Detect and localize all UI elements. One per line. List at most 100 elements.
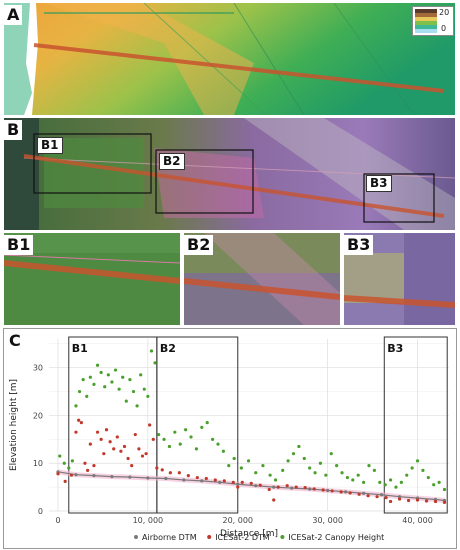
point-2 — [232, 456, 236, 461]
point-2 — [113, 368, 118, 372]
point-1 — [151, 437, 155, 441]
region-label-b1: B1 — [72, 342, 88, 355]
point-2 — [313, 471, 317, 475]
point-1 — [119, 449, 123, 453]
satellite-image — [4, 118, 455, 230]
point-1 — [236, 485, 240, 489]
point-2 — [110, 380, 114, 384]
point-2 — [162, 437, 166, 441]
point-2 — [184, 428, 188, 432]
point-2 — [351, 478, 355, 482]
legend-marker-1 — [207, 535, 212, 539]
point-1 — [108, 440, 112, 444]
point-0 — [74, 473, 78, 477]
panel-b1-zoom: B1 — [4, 233, 180, 325]
legend-label-2: ICESat-2 Canopy Height — [288, 533, 384, 542]
region-label-b2: B2 — [160, 342, 176, 355]
point-1 — [95, 430, 100, 434]
point-1 — [433, 499, 438, 504]
point-1 — [231, 480, 235, 484]
panel-b3-label: B3 — [344, 235, 374, 255]
point-1 — [258, 483, 262, 487]
point-2 — [88, 375, 92, 379]
point-2 — [291, 452, 296, 456]
point-2 — [372, 468, 376, 472]
x-tick-label: 30, 000 — [312, 516, 343, 525]
region-box-b3 — [363, 173, 435, 223]
point-2 — [142, 387, 146, 391]
point-2 — [286, 459, 290, 463]
point-1 — [102, 452, 106, 456]
panel-b1-label: B1 — [4, 235, 34, 255]
panel-c-label: C — [6, 331, 24, 351]
point-2 — [189, 435, 193, 439]
y-tick-label: 0 — [38, 507, 43, 516]
point-1 — [115, 435, 119, 439]
point-2 — [205, 421, 209, 425]
point-1 — [86, 468, 90, 472]
point-2 — [62, 461, 66, 465]
point-2 — [362, 480, 366, 484]
point-2 — [210, 437, 215, 441]
point-1 — [406, 498, 411, 503]
point-1 — [397, 497, 402, 501]
point-1 — [415, 498, 420, 502]
region-box-b1 — [68, 336, 158, 514]
elevation-chart: B1 B2 B3 0 10 20 30 0 10, 000 20, 000 30, 000 40, … — [9, 336, 449, 542]
point-2 — [388, 478, 393, 482]
point-2 — [117, 387, 121, 391]
point-2 — [131, 389, 136, 394]
point-1 — [148, 423, 152, 427]
point-0 — [308, 487, 312, 491]
point-0 — [272, 485, 276, 489]
point-2 — [394, 485, 398, 489]
panel-b: B B1 B2 B3 — [4, 118, 455, 230]
icesat-track-b — [23, 154, 445, 218]
point-1 — [133, 432, 137, 437]
point-0 — [254, 484, 258, 488]
panel-c: C B1 B2 B3 0 10 20 30 0 10, 000 20, 000 30, 000 40… — [3, 328, 457, 549]
panel-b2-zoom: B2 — [184, 233, 340, 325]
point-0 — [344, 490, 348, 494]
x-tick-label: 10, 000 — [133, 516, 164, 525]
legend-marker-2 — [280, 535, 285, 539]
point-1 — [56, 472, 60, 476]
point-2 — [135, 404, 139, 408]
point-1 — [366, 494, 370, 498]
point-0 — [110, 475, 114, 479]
point-2 — [356, 473, 360, 477]
point-2 — [281, 468, 285, 472]
point-1 — [140, 454, 145, 458]
box-label-b2: B2 — [159, 153, 185, 170]
point-2 — [216, 442, 220, 446]
point-0 — [290, 486, 294, 490]
point-1 — [126, 456, 130, 461]
legend-max: 20 — [439, 8, 450, 17]
point-0 — [397, 495, 402, 499]
point-1 — [339, 490, 343, 494]
x-tick-label: 0 — [55, 516, 60, 525]
point-2 — [178, 442, 182, 446]
point-2 — [437, 480, 441, 484]
panel-b3-zoom: B3 — [344, 233, 455, 325]
point-1 — [348, 491, 352, 495]
panel-a-label: A — [4, 5, 23, 25]
point-1 — [92, 464, 96, 468]
point-1 — [213, 478, 217, 482]
point-2 — [367, 464, 371, 468]
point-2 — [273, 478, 278, 482]
point-0 — [146, 476, 150, 480]
point-2 — [139, 373, 143, 377]
point-1 — [303, 485, 307, 490]
legend-min: 0 — [441, 24, 447, 33]
point-2 — [378, 480, 382, 484]
point-2 — [81, 378, 85, 382]
point-1 — [294, 485, 298, 489]
point-2 — [302, 456, 306, 461]
point-1 — [424, 499, 429, 503]
point-2 — [194, 447, 199, 451]
point-1 — [122, 444, 127, 449]
region-box-b2 — [156, 336, 239, 514]
point-0 — [362, 491, 366, 495]
point-2 — [421, 468, 425, 472]
